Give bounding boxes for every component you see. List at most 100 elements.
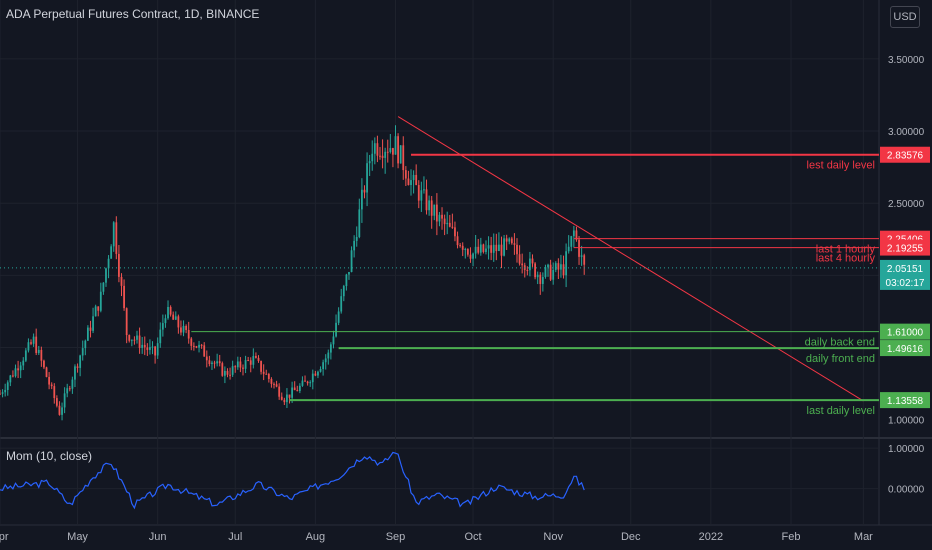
candle-body <box>50 384 53 387</box>
candle-body <box>456 236 459 246</box>
candle-body <box>94 306 97 317</box>
time-tick-label: Mar <box>854 531 873 543</box>
candle-body <box>4 390 7 393</box>
candle-body <box>482 244 485 252</box>
candle-body <box>120 276 123 286</box>
candle-body <box>389 148 392 152</box>
candle-body <box>371 153 374 162</box>
level-price-label: 1.61000 <box>887 328 924 339</box>
level-price-label: 2.19255 <box>887 244 924 255</box>
candle-body <box>381 155 384 158</box>
candle-body <box>435 204 438 222</box>
candle-body <box>270 378 273 384</box>
candle-body <box>531 258 534 264</box>
candle-body <box>242 367 244 369</box>
candle-body <box>208 360 211 364</box>
candle-body <box>22 360 25 366</box>
candle-body <box>138 335 141 348</box>
time-tick-label: Feb <box>782 531 801 543</box>
candle-body <box>441 214 443 219</box>
candle-body <box>221 363 224 376</box>
candle-body <box>45 367 48 377</box>
candle-body <box>327 352 330 359</box>
level-label: last daily level <box>807 405 875 417</box>
candle-body <box>410 180 412 186</box>
candle-body <box>53 386 56 399</box>
price-tick-label: 2.50000 <box>888 199 925 210</box>
candle-body <box>17 368 19 371</box>
price-tick-label: 3.50000 <box>888 55 925 66</box>
candle-body <box>578 239 580 257</box>
candle-body <box>61 407 63 415</box>
candle-body <box>192 345 195 347</box>
candle-body <box>363 189 366 193</box>
candle-body <box>156 343 159 356</box>
candle-body <box>146 347 149 350</box>
candle-body <box>319 368 322 372</box>
candle-body <box>187 329 190 339</box>
candle-body <box>492 244 495 253</box>
candle-body <box>76 366 79 368</box>
candle-body <box>575 230 578 240</box>
candle-body <box>368 161 371 164</box>
candle-body <box>244 360 247 369</box>
candle-body <box>544 267 547 278</box>
candle-body <box>420 190 423 201</box>
candle-body <box>1 392 4 394</box>
candle-body <box>490 245 493 253</box>
candle-body <box>154 346 156 356</box>
price-tick-label: 1.00000 <box>888 416 925 427</box>
candle-body <box>286 394 288 403</box>
currency-button[interactable]: USD <box>890 6 920 28</box>
candle-body <box>366 163 368 193</box>
candle-body <box>48 376 51 385</box>
candle-body <box>288 394 291 398</box>
candle-body <box>404 170 407 179</box>
candle-body <box>174 316 177 320</box>
candle-body <box>218 361 221 364</box>
candle-body <box>110 246 113 259</box>
candle-body <box>71 379 74 389</box>
candle-body <box>32 336 35 344</box>
candle-body <box>505 238 508 242</box>
level-price-label: 1.49616 <box>887 344 924 355</box>
candle-body <box>557 263 560 270</box>
candle-body <box>428 200 431 211</box>
candle-body <box>485 248 487 252</box>
candle-body <box>335 322 337 337</box>
candle-body <box>443 218 446 225</box>
candle-body <box>373 143 376 154</box>
candle-body <box>451 226 454 228</box>
candle-body <box>518 254 521 264</box>
time-tick-label: Apr <box>0 531 9 543</box>
candle-body <box>358 209 361 238</box>
trend-line <box>397 116 864 402</box>
candle-body <box>118 253 120 277</box>
candle-body <box>0 393 1 395</box>
time-tick-label: Dec <box>621 531 641 543</box>
candle-body <box>161 323 164 330</box>
price-tick-label: 3.00000 <box>888 127 925 138</box>
candle-body <box>552 269 555 280</box>
candle-body <box>115 222 118 254</box>
candle-body <box>301 380 304 386</box>
candle-body <box>130 339 133 341</box>
level-label: daily back end <box>805 337 875 349</box>
candle-body <box>306 381 309 384</box>
candle-body <box>280 396 283 400</box>
level-price-tag <box>880 340 930 357</box>
candle-body <box>384 151 387 158</box>
time-tick-label: 2022 <box>699 531 723 543</box>
candle-body <box>417 185 420 201</box>
candle-body <box>433 204 436 216</box>
candle-body <box>200 344 203 346</box>
candle-body <box>195 346 198 348</box>
candle-body <box>479 244 482 253</box>
candle-body <box>342 286 345 297</box>
candle-body <box>37 349 40 353</box>
candle-body <box>226 370 229 375</box>
last-price-label: 2.05151 <box>887 264 924 275</box>
level-label: last 4 hourly <box>816 253 876 265</box>
candle-body <box>459 245 462 247</box>
